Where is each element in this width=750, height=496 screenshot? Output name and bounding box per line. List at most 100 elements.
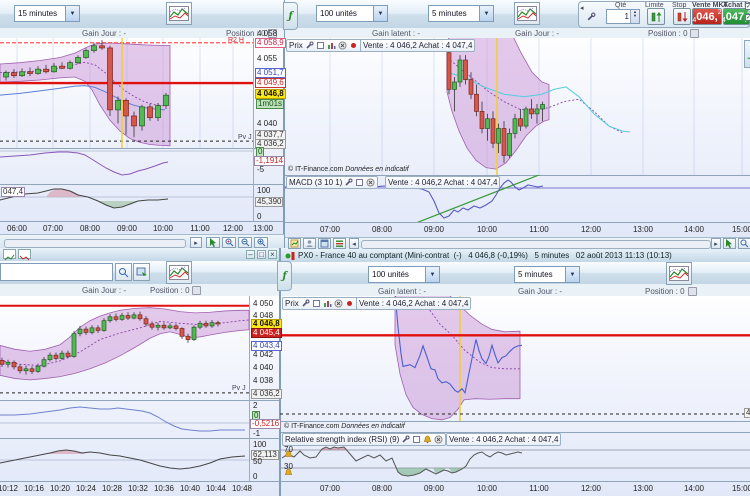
indicator2-canvas[interactable] [0, 185, 284, 221]
position-icon [688, 287, 697, 296]
spin-up-icon[interactable]: ▲ [633, 9, 637, 14]
disclaimer-text: Données en indicatif [345, 166, 409, 173]
spin-down-icon[interactable]: ▼ [633, 13, 637, 18]
chart-style-button[interactable] [166, 2, 192, 25]
scroll-right-icon[interactable]: ▸ [190, 237, 202, 248]
sell-dot-icon[interactable] [349, 41, 358, 50]
price-chart-canvas[interactable] [284, 38, 750, 175]
axis-border [249, 296, 250, 481]
scroll-left-icon[interactable]: ◂ [349, 238, 359, 249]
indicator1-canvas[interactable] [0, 149, 284, 184]
workspace-icon[interactable] [318, 238, 331, 249]
wrench-icon[interactable] [586, 12, 596, 22]
horizontal-scrollbar[interactable] [361, 240, 711, 249]
band-midline [446, 57, 625, 134]
cursor-icon[interactable] [723, 238, 736, 249]
sell-market-button[interactable]: 4 046, 2 [692, 8, 722, 25]
gain-jour-status: Gain Jour : - [518, 287, 563, 296]
cursor-icon[interactable] [206, 237, 220, 248]
bid-ask-quote: Vente : 4 046,2 Achat : 4 047,4 [359, 299, 469, 308]
account-icon[interactable] [303, 238, 316, 249]
close-icon[interactable] [366, 178, 375, 187]
close-icon[interactable] [338, 41, 347, 50]
spinner-icons[interactable]: ▲ ▼ [630, 10, 639, 23]
scroll-right-icon[interactable]: ▸ [711, 238, 721, 249]
chart-style-button[interactable] [166, 261, 192, 284]
zoom-reset-icon[interactable] [222, 237, 236, 248]
chart-tab[interactable] [3, 249, 16, 261]
collapse-order-panel-icon[interactable]: ◂ [580, 5, 584, 12]
sell-price-small: 4 [692, 17, 697, 24]
rsi-line [281, 446, 523, 477]
units-select[interactable]: 100 unités ▼ [368, 266, 440, 283]
horizontal-scrollbar[interactable] [4, 239, 186, 248]
chart-style-icon [517, 6, 537, 21]
page-icon[interactable] [312, 299, 321, 308]
open-window-button[interactable] [133, 263, 150, 281]
close-button[interactable]: × [268, 250, 277, 259]
stop-order-icon [677, 11, 687, 22]
orders-list-icon[interactable] [333, 238, 346, 249]
zoom-in-icon[interactable] [738, 238, 750, 249]
divider [0, 438, 279, 439]
mini-chart-icon [4, 254, 15, 261]
wrench-icon[interactable] [305, 41, 314, 50]
zoom-out-icon[interactable] [238, 237, 252, 248]
price-chart-canvas[interactable] [0, 296, 280, 400]
indicator1-canvas[interactable] [0, 401, 280, 438]
wrench-icon[interactable] [301, 299, 310, 308]
order-option-checkbox[interactable]: ✓ [745, 3, 750, 10]
chart-style-button[interactable] [666, 262, 692, 285]
rsi-canvas[interactable] [280, 432, 750, 481]
indicator-line [0, 151, 169, 176]
maximize-button[interactable]: □ [257, 250, 266, 259]
search-button[interactable] [115, 263, 132, 281]
page-icon[interactable] [316, 41, 325, 50]
order-option-checkbox[interactable]: ✓ [745, 14, 750, 21]
close-icon[interactable] [334, 299, 343, 308]
close-icon[interactable] [434, 435, 443, 444]
limit-order-button[interactable] [647, 8, 665, 25]
chart-tab[interactable] [18, 249, 31, 261]
stop-order-button[interactable] [673, 8, 691, 25]
timeframe-select[interactable]: 5 minutes ▼ [514, 266, 580, 283]
function-icon: ƒ [288, 10, 293, 22]
position-status: Position : 0 [645, 287, 685, 296]
chart-style-icon [169, 6, 189, 21]
sell-dot-icon[interactable] [345, 299, 354, 308]
chart-icon[interactable] [323, 299, 332, 308]
alert-bell-icon[interactable] [284, 450, 293, 459]
units-select[interactable]: 100 unités ▼ [316, 5, 388, 22]
side-panel-toggle[interactable]: ƒ [277, 261, 292, 291]
panel-title: Prix [285, 299, 299, 308]
wrench-icon[interactable] [401, 435, 410, 444]
wrench-icon[interactable] [344, 178, 353, 187]
zoom-in-icon[interactable] [254, 237, 268, 248]
alert-bell-icon[interactable] [284, 468, 293, 477]
chevron-down-icon: ▼ [373, 6, 387, 21]
search-icon [119, 267, 129, 277]
instrument-search-input[interactable] [0, 263, 113, 281]
minimize-button[interactable]: – [246, 250, 255, 259]
price-chart-canvas[interactable] [280, 296, 750, 421]
chart-icon[interactable] [327, 41, 336, 50]
copyright-line: © IT-Finance.com Données en indicatif [284, 423, 405, 430]
bell-icon[interactable] [423, 435, 432, 444]
side-panel-toggle[interactable]: ƒ [283, 2, 298, 30]
new-chart-icon[interactable] [288, 238, 301, 249]
price-chart-canvas[interactable] [0, 38, 284, 148]
quantity-stepper[interactable]: 1 ▲ ▼ [606, 9, 640, 24]
chart-style-button[interactable] [514, 2, 540, 25]
timeframe-select[interactable]: 15 minutes ▼ [14, 5, 80, 22]
sell-price-main: 046, [696, 10, 718, 23]
page-icon[interactable] [412, 435, 421, 444]
side-panel-toggle[interactable]: ƒ [744, 40, 750, 68]
page-icon[interactable] [355, 178, 364, 187]
indicator2-canvas[interactable] [0, 439, 280, 481]
gain-jour-status: Gain Jour : - [82, 286, 127, 295]
quote-chip: Vente : 4 046,2 Achat : 4 047,4 [446, 433, 562, 446]
timeframe-select[interactable]: 5 minutes ▼ [428, 5, 494, 22]
buy-market-button[interactable]: 4 047, 4 [722, 8, 750, 25]
gain-jour-status: Gain Jour : - [515, 29, 560, 38]
pointer-icon [726, 239, 732, 248]
